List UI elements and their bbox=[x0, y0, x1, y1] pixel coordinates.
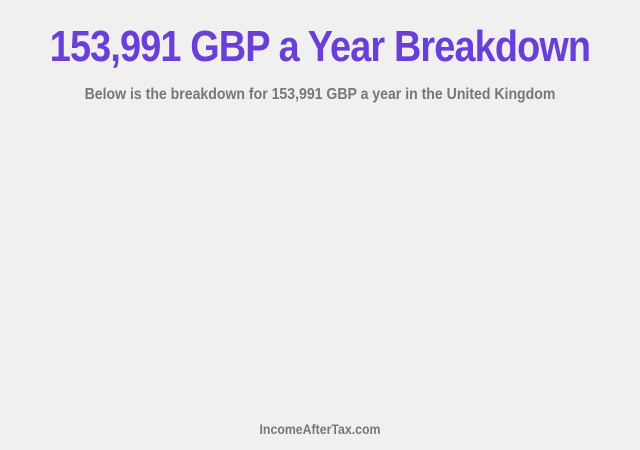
footer-site-name: IncomeAfterTax.com bbox=[259, 421, 381, 437]
page-title: 153,991 GBP a Year Breakdown bbox=[49, 22, 591, 71]
page-subtitle: Below is the breakdown for 153,991 GBP a… bbox=[84, 86, 556, 103]
